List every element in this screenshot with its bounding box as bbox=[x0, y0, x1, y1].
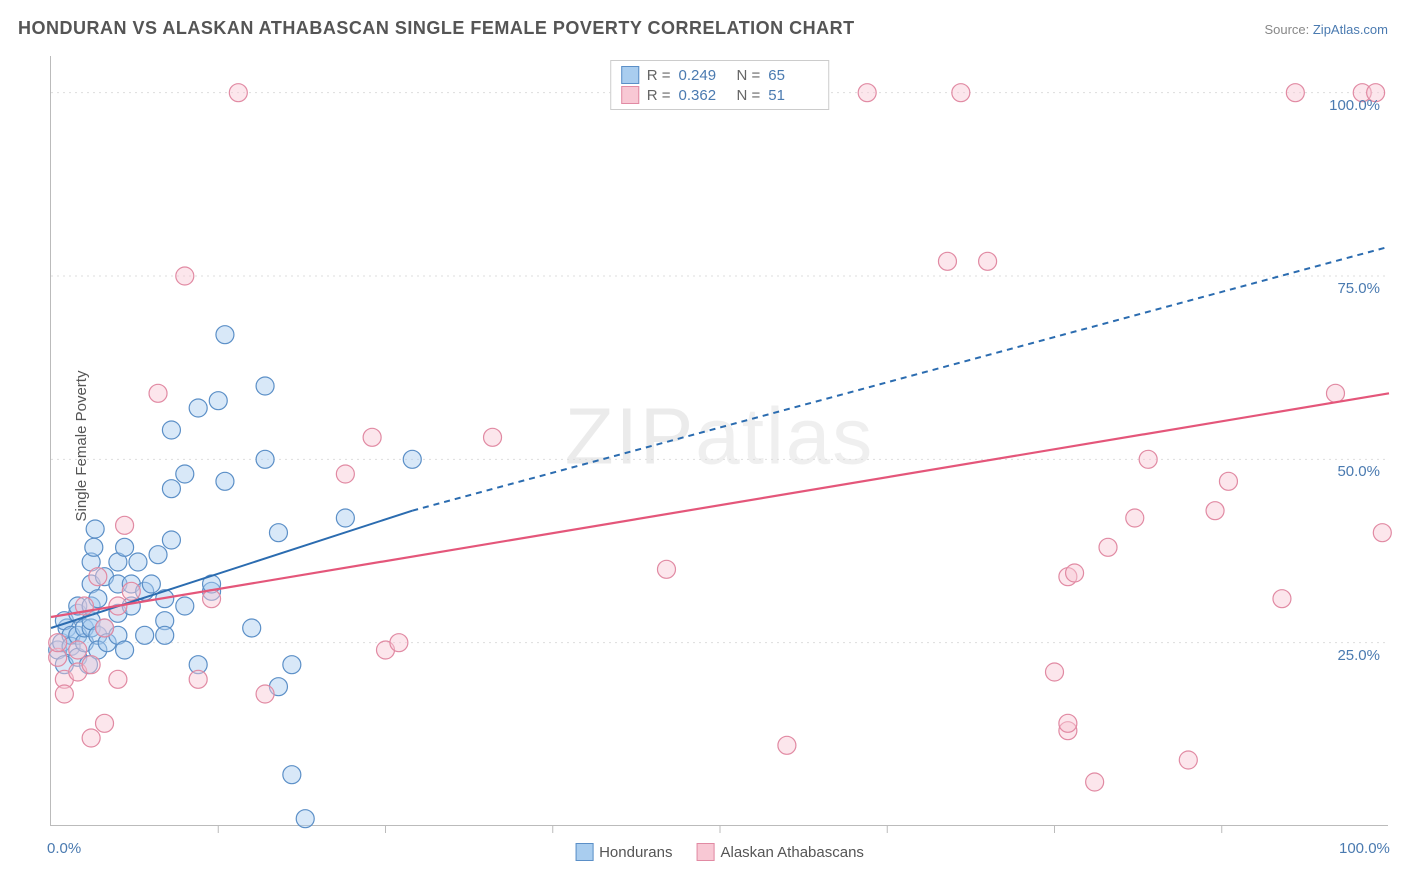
n-label-0: N = bbox=[737, 67, 761, 84]
header-row: HONDURAN VS ALASKAN ATHABASCAN SINGLE FE… bbox=[18, 18, 1388, 39]
x-tick-label: 0.0% bbox=[47, 840, 81, 857]
x-tick-label: 100.0% bbox=[1339, 840, 1390, 857]
n-value-0: 65 bbox=[768, 67, 818, 84]
r-value-0: 0.249 bbox=[679, 67, 729, 84]
y-tick-label: 100.0% bbox=[1329, 97, 1380, 114]
legend-series-swatch-0 bbox=[575, 843, 593, 861]
r-value-1: 0.362 bbox=[679, 87, 729, 104]
legend-swatch-1 bbox=[621, 86, 639, 104]
legend-series-label-1: Alaskan Athabascans bbox=[720, 844, 863, 861]
legend-stats: R = 0.249 N = 65 R = 0.362 N = 51 bbox=[610, 60, 830, 110]
r-label-1: R = bbox=[647, 87, 671, 104]
chart-container: HONDURAN VS ALASKAN ATHABASCAN SINGLE FE… bbox=[0, 0, 1406, 892]
n-label-1: N = bbox=[737, 87, 761, 104]
legend-series-swatch-1 bbox=[696, 843, 714, 861]
y-tick-label: 75.0% bbox=[1337, 280, 1380, 297]
legend-stats-row-1: R = 0.362 N = 51 bbox=[621, 85, 819, 105]
plot-area: ZIPatlas R = 0.249 N = 65 R = 0.362 N = … bbox=[50, 56, 1388, 826]
legend-series-item-1: Alaskan Athabascans bbox=[696, 843, 863, 861]
n-value-1: 51 bbox=[768, 87, 818, 104]
source-link[interactable]: ZipAtlas.com bbox=[1313, 22, 1388, 37]
y-tick-label: 50.0% bbox=[1337, 463, 1380, 480]
legend-swatch-0 bbox=[621, 66, 639, 84]
legend-series-label-0: Hondurans bbox=[599, 844, 672, 861]
legend-series-item-0: Hondurans bbox=[575, 843, 672, 861]
source-attribution: Source: ZipAtlas.com bbox=[1264, 22, 1388, 37]
chart-title: HONDURAN VS ALASKAN ATHABASCAN SINGLE FE… bbox=[18, 18, 855, 39]
y-tick-label: 25.0% bbox=[1337, 647, 1380, 664]
legend-series: Hondurans Alaskan Athabascans bbox=[575, 843, 864, 861]
source-prefix: Source: bbox=[1264, 22, 1312, 37]
chart-svg bbox=[51, 56, 1389, 826]
legend-stats-row-0: R = 0.249 N = 65 bbox=[621, 65, 819, 85]
r-label-0: R = bbox=[647, 67, 671, 84]
